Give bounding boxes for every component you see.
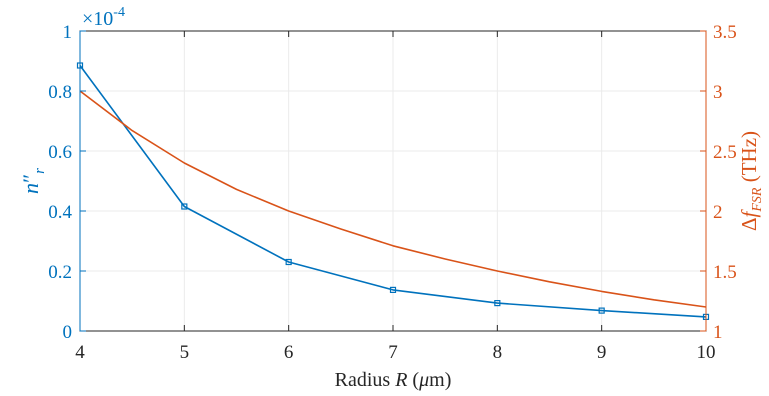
axes: 4 5 6 7 8 9 10 0 0.2 0.4 0.6 0.8 1 1 1.5 2 2.5 3 3.5 xyxy=(48,22,737,363)
x-tick-label: 5 xyxy=(180,342,190,363)
data-point-marker xyxy=(598,307,605,314)
y-left-tick-label: 0 xyxy=(63,322,73,343)
x-tick-label: 9 xyxy=(597,342,607,363)
x-tick-label: 6 xyxy=(284,342,294,363)
y-right-tick-label: 1 xyxy=(713,322,723,343)
x-tick-label: 8 xyxy=(493,342,503,363)
data-point-marker xyxy=(389,286,397,293)
data-point-marker xyxy=(494,300,501,307)
series-group xyxy=(76,62,710,320)
x-tick-label: 4 xyxy=(75,342,85,363)
y-left-tick-label: 0.6 xyxy=(48,142,72,163)
series-line-right xyxy=(79,90,707,308)
y-right-tick-label: 3.5 xyxy=(713,22,737,43)
series-line-left xyxy=(79,65,707,318)
y-right-tick-label: 2 xyxy=(713,202,723,223)
data-point-marker xyxy=(285,258,292,266)
x-tick-label: 7 xyxy=(388,342,398,363)
y-axis-label-right: ΔfFSR (THz) xyxy=(737,131,765,231)
y-left-tick-label: 0.4 xyxy=(48,202,72,223)
data-point-marker xyxy=(181,203,188,210)
x-tick-label: 10 xyxy=(697,342,716,363)
y-left-tick-label: 0.2 xyxy=(48,262,72,283)
y-left-tick-label: 1 xyxy=(63,22,73,43)
x-axis-label: Radius R (μm) xyxy=(335,369,452,391)
y-right-tick-label: 3 xyxy=(713,82,723,103)
left-axis-multiplier: ×10-4 xyxy=(82,5,125,30)
y-right-tick-label: 1.5 xyxy=(713,262,737,283)
y-right-tick-label: 2.5 xyxy=(713,142,737,163)
y-axis-label-left: n″r xyxy=(18,168,48,194)
y-left-tick-label: 0.8 xyxy=(48,82,72,103)
